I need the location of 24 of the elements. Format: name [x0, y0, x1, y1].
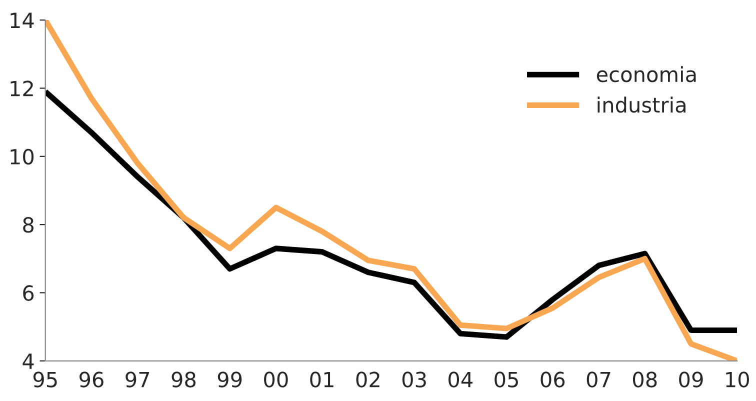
y-tick-label: 14 [10, 12, 34, 28]
x-tick-label: 99 [218, 372, 242, 388]
x-tick-label: 06 [540, 372, 565, 388]
y-tick-label: 12 [10, 80, 33, 96]
x-tick-label: 95 [33, 372, 57, 388]
x-tick-label: 09 [679, 372, 703, 388]
x-tick-label: 01 [310, 372, 334, 388]
x-tick-label: 07 [586, 372, 610, 388]
x-tick-label: 00 [264, 372, 288, 388]
x-tick-label: 10 [726, 372, 749, 388]
y-tick-label: 4 [22, 354, 34, 369]
legend-label: economia [596, 66, 696, 82]
x-tick-label: 04 [448, 372, 472, 388]
legend-label: industria [598, 96, 686, 113]
x-tick-label: 96 [80, 372, 104, 388]
y-tick-label: 6 [23, 285, 34, 301]
x-tick-label: 03 [402, 372, 426, 388]
y-tick-label: 10 [10, 148, 34, 165]
x-tick-label: 02 [356, 372, 380, 388]
x-tick-label: 08 [632, 372, 657, 388]
y-tick-label: 8 [23, 217, 34, 233]
x-tick-label: 98 [172, 372, 196, 388]
x-tick-label: 97 [126, 372, 150, 388]
x-tick-label: 05 [494, 372, 518, 388]
